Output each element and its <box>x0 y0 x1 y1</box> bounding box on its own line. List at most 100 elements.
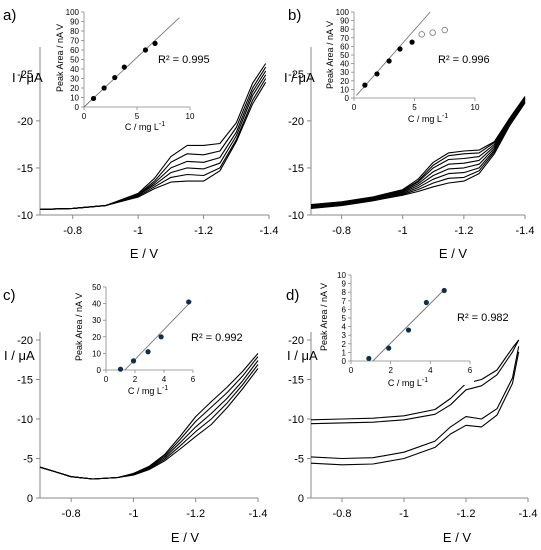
inset-data-point <box>152 40 158 46</box>
inset-y-tick-label: 0 <box>97 366 102 375</box>
x-tick-label: -1.2 <box>457 508 476 520</box>
chart-panel-d: d)-0.8 -1 -1.2 -1.40-5-10-15-20E / VI / μA0… <box>286 271 537 545</box>
inset-y-tick-label: 70 <box>340 34 349 43</box>
x-axis-title: E / V <box>171 530 200 545</box>
inset-x-axis-title-superscript: -1 <box>162 385 168 392</box>
inset-y-tick-label: 50 <box>340 51 349 60</box>
inset-x-axis-title-superscript: -1 <box>422 377 428 384</box>
inset-x-axis-title: C / mg L-1 <box>408 113 448 124</box>
inset-fit-line <box>372 289 445 362</box>
inset-y-tick-label: 70 <box>70 37 79 46</box>
inset-x-axis-title: C / mg L-1 <box>125 121 165 132</box>
inset-x-axis-title: C / mg L-1 <box>388 377 428 388</box>
inset-y-tick-label: 40 <box>92 300 101 309</box>
inset-y-tick-label: 80 <box>340 25 349 34</box>
inset-background <box>329 271 474 385</box>
chart-panel-a: a)-0.8 -1 -1.2 -1.4-10-15-20-25E / VI / μA0… <box>3 7 278 261</box>
inset-y-tick-label: 0 <box>75 103 80 112</box>
chart-panel-b: b)-0.8 -1 -1.2 -1.4-10-15-20-25E / VI / μA0… <box>284 7 534 261</box>
x-tick-label: -1.4 <box>260 225 279 237</box>
inset-y-tick-label: 7 <box>342 297 347 306</box>
x-axis-title: E / V <box>443 530 472 545</box>
inset-y-axis-title: Peak Area / nA V <box>319 283 329 351</box>
inset-x-tick-label: 0 <box>104 375 109 384</box>
y-axis-title: I / μA <box>284 70 315 85</box>
series-line-1 <box>310 102 526 209</box>
inset-x-tick-label: 0 <box>82 112 87 121</box>
inset-data-point <box>423 299 429 306</box>
y-tick-label: 0 <box>27 493 33 505</box>
y-tick-label: -10 <box>17 210 33 222</box>
x-tick-label: -0.8 <box>63 225 82 237</box>
inset-data-point <box>121 64 127 70</box>
inset-x-tick-label: 5 <box>135 112 140 121</box>
inset-y-tick-label: 30 <box>340 68 349 77</box>
inset-y-tick-label: 3 <box>342 331 347 340</box>
inset-background <box>332 8 479 122</box>
inset-y-tick-label: 10 <box>92 349 101 358</box>
y-tick-label: -5 <box>294 454 304 466</box>
y-axis-title: I / μA <box>12 70 43 85</box>
inset-x-tick-label: 2 <box>133 375 138 384</box>
panel-label: d) <box>286 287 299 304</box>
inset-data-point <box>186 299 192 305</box>
inset-y-tick-label: 20 <box>70 84 79 93</box>
inset-y-axis-title: Peak Area / nA V <box>74 293 84 361</box>
y-tick-label: -10 <box>288 210 304 222</box>
inset-x-tick-label: 10 <box>186 112 195 121</box>
series-line-4 <box>310 339 520 421</box>
inset-x-tick-label: 4 <box>162 375 167 384</box>
inset-x-tick-label: 0 <box>349 366 354 375</box>
inset-y-tick-label: 30 <box>70 75 79 84</box>
inset-y-tick-label: 10 <box>337 271 346 280</box>
inset-y-tick-label: 50 <box>70 56 79 65</box>
y-tick-label: -20 <box>288 116 304 128</box>
x-tick-label: -1.2 <box>186 508 205 520</box>
inset-r-squared-annotation: R² = 0.995 <box>158 54 210 66</box>
y-axis-title: I / μA <box>4 348 35 363</box>
inset-data-point <box>409 39 415 45</box>
y-tick-label: -5 <box>23 454 33 466</box>
inset-x-axis-title: C / mg L-1 <box>128 385 168 396</box>
inset-data-point <box>112 74 118 81</box>
inset-y-axis-title: Peak Area / nA V <box>325 21 335 89</box>
inset-y-tick-label: 10 <box>340 85 349 94</box>
inset-data-point <box>366 355 372 362</box>
y-tick-label: -10 <box>17 414 33 426</box>
inset-y-axis-title: Peak Area / nA V <box>55 24 65 92</box>
y-tick-label: -20 <box>17 116 33 128</box>
x-tick-label: -1 <box>133 225 143 237</box>
y-tick-label: -20 <box>288 335 304 347</box>
y-tick-label: -25 <box>288 69 304 81</box>
x-axis-title: E / V <box>439 246 468 261</box>
inset-y-tick-label: 4 <box>342 323 347 332</box>
inset-data-point <box>145 349 151 355</box>
inset-data-point <box>386 58 392 64</box>
inset-y-tick-label: 80 <box>70 27 79 36</box>
inset-fit-line <box>83 17 180 108</box>
series-line-1 <box>310 351 520 466</box>
inset-r-squared-annotation: R² = 0.982 <box>457 312 509 324</box>
chart-panel-c: c)-0.8 -1 -1.2 -1.40-5-10-15-20E / VI / μA0… <box>3 283 267 545</box>
x-tick-label: -0.8 <box>333 508 352 520</box>
inset-data-point <box>397 46 403 52</box>
inset-background <box>84 283 197 394</box>
x-tick-label: -1.4 <box>249 508 268 520</box>
panel-label: c) <box>3 287 16 304</box>
y-tick-label: -15 <box>288 375 304 387</box>
inset-open-data-point <box>441 26 449 34</box>
inset-y-tick-label: 40 <box>70 65 79 74</box>
inset-data-point <box>405 327 412 333</box>
y-tick-label: -15 <box>17 163 33 175</box>
inset-x-axis-title-superscript: -1 <box>159 121 165 128</box>
x-tick-label: -1.2 <box>454 225 473 237</box>
series-line-5 <box>39 353 259 480</box>
inset-data-point <box>441 287 447 294</box>
inset-r-squared-annotation: R² = 0.996 <box>438 54 490 66</box>
x-tick-label: -1.2 <box>194 225 213 237</box>
inset-y-tick-label: 30 <box>92 316 101 325</box>
y-tick-label: 0 <box>298 493 304 505</box>
